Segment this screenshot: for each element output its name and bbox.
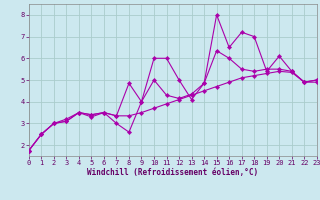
X-axis label: Windchill (Refroidissement éolien,°C): Windchill (Refroidissement éolien,°C) bbox=[87, 168, 258, 177]
